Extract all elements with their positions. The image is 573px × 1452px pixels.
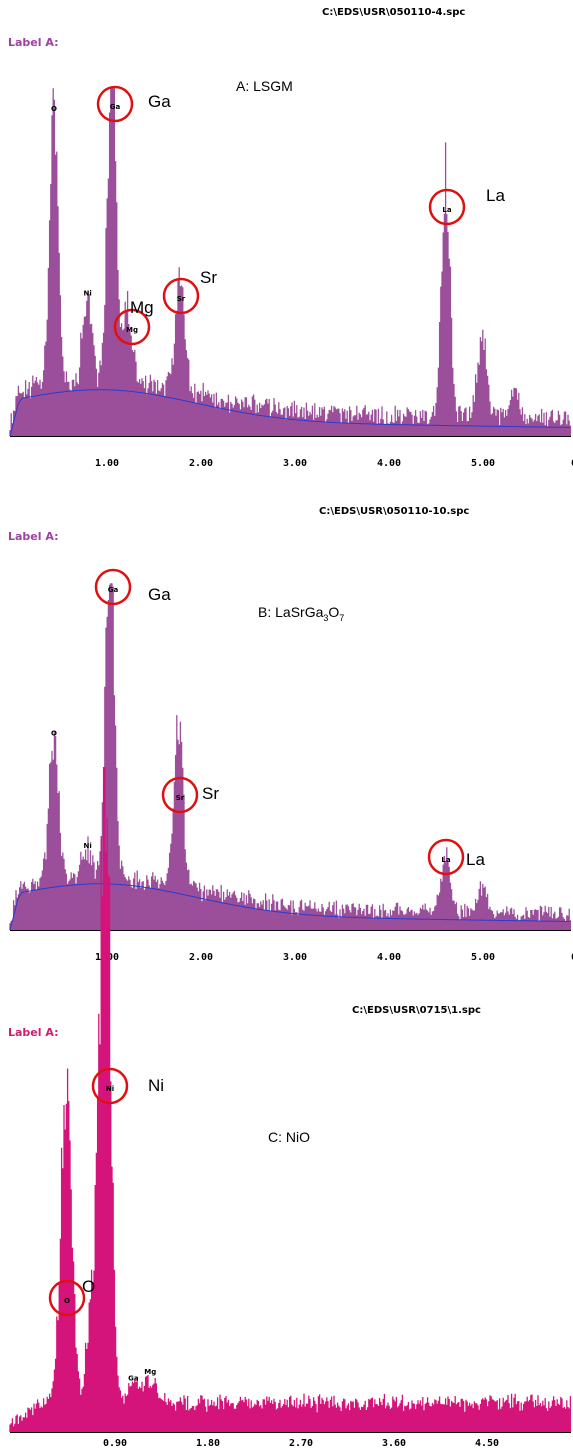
element-label-sr: Sr [200,268,217,287]
spectrum-bars [9,767,572,1432]
x-tick-label: 1.00 [95,458,119,469]
element-label-mg: Mg [130,298,154,317]
spectrum-panel-b: C:\EDS\USR\050110-10.spc Label A: B: LaS… [8,506,573,963]
peak-tag-la: La [442,206,451,214]
element-label-la: La [486,186,505,205]
x-tick-label: 2.00 [189,458,213,469]
spectrum-chart-a: 1.00 2.00 3.00 4.00 5.00 6. O Ni Ga Mg Sr La Ga Mg Sr L… [9,85,573,469]
x-tick-label: 5.00 [471,952,495,963]
peak-tag-mg: Mg [144,1368,156,1376]
x-tick-label: 1.80 [196,1438,220,1449]
x-tick-label: 3.00 [283,952,307,963]
label-a-text: Label A: [8,530,59,543]
x-tick-label: 4.00 [377,458,401,469]
highlight-circle-o [48,1279,86,1317]
spectrum-title: C: NiO [268,1129,310,1145]
peak-tag-ni: Ni [83,842,91,850]
spectrum-trace [9,583,572,930]
spectrum-title: B: LaSrGa3O7 [258,604,344,623]
title-sub-1: 3 [323,612,329,623]
peak-tag-ga: Ga [110,103,121,111]
label-a: Label A: [8,1026,59,1039]
background-fit-line [9,389,571,437]
peak-tag-sr: Sr [177,295,186,303]
highlight-circle-mg [113,308,151,346]
highlight-circle-la [428,188,466,226]
file-path: C:\EDS\USR\0715\1.spc [352,1005,481,1016]
element-label-ga: Ga [148,92,171,111]
spectrum-title: A: LSGM [236,78,293,94]
peak-tag-o: O [64,1297,70,1305]
x-tick-label: 0.90 [103,1438,127,1449]
title-sub-2: 7 [339,612,345,623]
file-path: C:\EDS\USR\050110-4.spc [322,7,466,18]
spectrum-trace [9,767,572,1432]
element-label-la: La [466,850,485,869]
highlight-circle-la [427,838,465,876]
x-tick-label: 3.60 [382,1438,406,1449]
x-tick-label: 3.00 [283,458,307,469]
title-part-1: B: LaSrGa [258,604,324,620]
peak-tag-sr: Sr [176,794,185,802]
element-label-ga: Ga [148,585,171,604]
x-tick-label: 6. [571,458,573,469]
peak-tag-ni: Ni [83,290,91,298]
spectrum-panel-a: C:\EDS\USR\050110-4.spc Label A: A: LSGM… [0,0,573,470]
highlight-circle-sr [162,277,200,315]
peak-tag-o: O [51,105,57,113]
x-tick-label: 2.00 [189,952,213,963]
spectrum-bars [9,583,572,930]
highlight-circle-ga [94,568,132,606]
x-tick-label: 6. [571,952,573,963]
element-label-sr: Sr [202,784,219,803]
peak-tag-ni: Ni [106,1085,114,1093]
peak-tag-ga: Ga [128,1374,139,1382]
highlight-circle-sr [161,776,199,814]
file-path: C:\EDS\USR\050110-10.spc [319,506,470,517]
label-a: Label A: [8,530,58,543]
peak-tag-ga: Ga [108,586,119,594]
x-tick-label: 4.00 [377,952,401,963]
x-tick-label: 4.50 [475,1438,499,1449]
x-tick-label: 5.00 [471,458,495,469]
peak-tag-la: La [441,856,450,864]
label-a: Label A: [8,36,59,49]
highlight-circle-ga [96,85,134,123]
highlight-circle-ni [91,1067,129,1105]
x-tick-label: 2.70 [289,1438,313,1449]
title-part-2: O [328,604,340,620]
element-label-ni: Ni [148,1076,164,1095]
peak-tag-o: O [51,729,57,737]
element-label-o: O [82,1277,95,1296]
peak-tag-mg: Mg [126,326,138,334]
